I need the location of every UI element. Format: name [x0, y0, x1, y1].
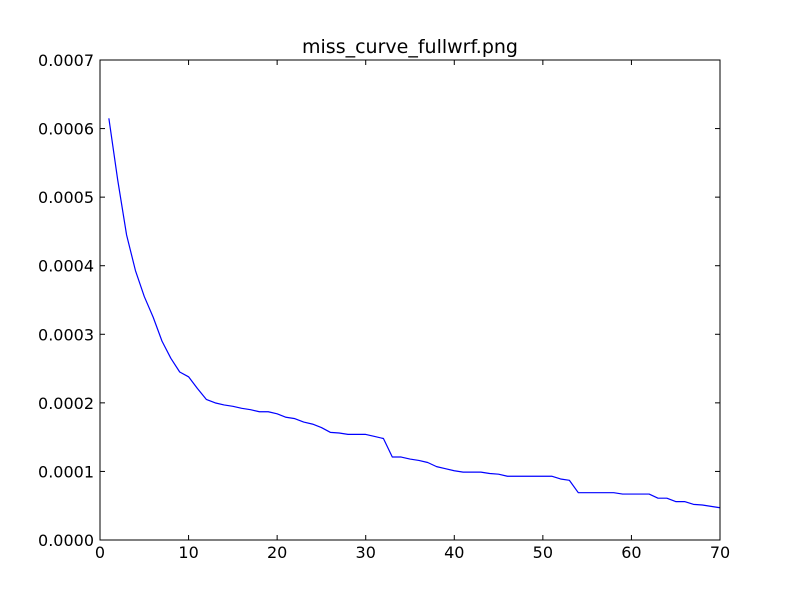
x-tick-label: 70 — [710, 543, 730, 562]
y-tick-label: 0.0005 — [38, 188, 94, 207]
chart-title: miss_curve_fullwrf.png — [302, 36, 518, 58]
x-tick-label: 60 — [621, 543, 641, 562]
series-layer — [108, 118, 721, 509]
plot-frame — [99, 59, 721, 541]
x-tick-label: 50 — [533, 543, 553, 562]
series-line-0 — [108, 118, 721, 509]
x-tick-label: 0 — [95, 543, 105, 562]
y-tick-label: 0.0004 — [38, 257, 94, 276]
x-tick-label: 30 — [356, 543, 376, 562]
x-tick-label: 10 — [178, 543, 198, 562]
y-tick-label: 0.0000 — [38, 531, 94, 550]
y-tick-label: 0.0002 — [38, 394, 94, 413]
y-tick-label: 0.0007 — [38, 51, 94, 70]
x-tick-label: 20 — [267, 543, 287, 562]
tick-layer: 0 10 20 30 40 50 60 70 0.0000 0.0001 0.0002 0.0003 0… — [38, 51, 730, 562]
x-tick-label: 40 — [444, 543, 464, 562]
y-tick-label: 0.0006 — [38, 120, 94, 139]
y-tick-label: 0.0003 — [38, 325, 94, 344]
y-tick-label: 0.0001 — [38, 462, 94, 481]
